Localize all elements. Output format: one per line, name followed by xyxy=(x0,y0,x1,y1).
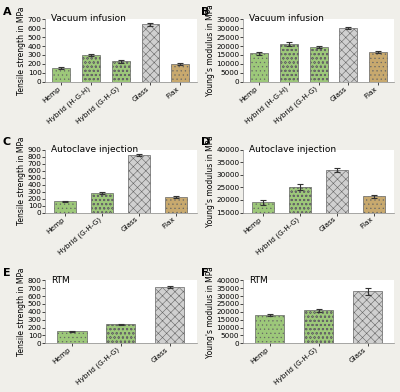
Y-axis label: Young's modulus in MPa: Young's modulus in MPa xyxy=(206,135,215,227)
Text: RTM: RTM xyxy=(249,276,268,285)
Y-axis label: Tensile strength in MPa: Tensile strength in MPa xyxy=(17,137,26,225)
Text: B: B xyxy=(200,7,209,16)
Text: A: A xyxy=(2,7,11,16)
Bar xyxy=(128,155,150,212)
Bar xyxy=(54,201,76,212)
Text: RTM: RTM xyxy=(51,276,70,285)
Y-axis label: Young's modulus in MPa: Young's modulus in MPa xyxy=(206,266,215,358)
Bar xyxy=(52,68,70,82)
Bar xyxy=(340,28,357,82)
Text: E: E xyxy=(2,268,10,278)
Bar xyxy=(289,187,311,250)
Bar xyxy=(363,196,385,250)
Bar xyxy=(171,64,189,82)
Text: Vacuum infusion: Vacuum infusion xyxy=(249,15,324,24)
Text: F: F xyxy=(200,268,208,278)
Bar xyxy=(82,55,100,82)
Bar xyxy=(155,287,184,343)
Bar xyxy=(250,53,268,82)
Bar xyxy=(112,61,130,82)
Bar xyxy=(106,324,136,343)
Bar xyxy=(142,24,159,82)
Bar xyxy=(310,47,328,82)
Text: Autoclave injection: Autoclave injection xyxy=(249,145,336,154)
Bar xyxy=(57,331,86,343)
Bar xyxy=(304,310,333,343)
Y-axis label: Tensile strength in MPa: Tensile strength in MPa xyxy=(17,6,26,95)
Bar xyxy=(91,193,113,212)
Bar xyxy=(353,291,382,343)
Y-axis label: Young's modulus in MPa: Young's modulus in MPa xyxy=(206,5,215,96)
Bar xyxy=(280,44,298,82)
Text: D: D xyxy=(200,137,210,147)
Bar xyxy=(255,315,284,343)
Bar xyxy=(326,170,348,250)
Text: Vacuum infusion: Vacuum infusion xyxy=(51,15,126,24)
Text: C: C xyxy=(2,137,11,147)
Text: Autoclave injection: Autoclave injection xyxy=(51,145,138,154)
Y-axis label: Tensile strength in MPa: Tensile strength in MPa xyxy=(17,268,26,356)
Bar xyxy=(165,197,187,212)
Bar xyxy=(369,52,387,82)
Bar xyxy=(252,203,274,250)
